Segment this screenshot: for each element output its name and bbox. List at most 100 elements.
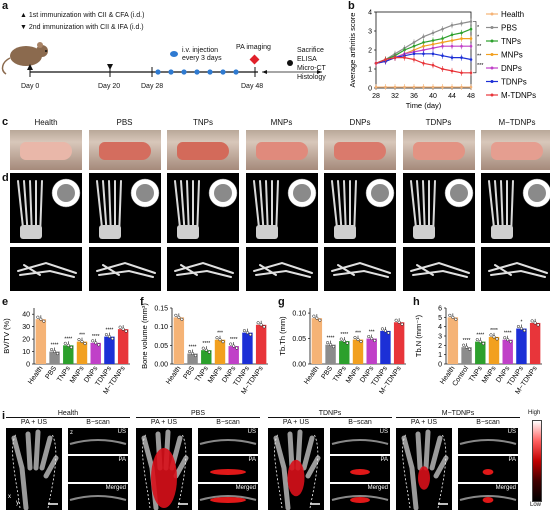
bar [117,329,129,364]
legend-label: M-TDNPs [501,91,536,100]
bone-tarsal [491,225,513,239]
y-tick-label: 2 [368,48,372,55]
bscan-pa-signal [350,469,370,475]
mouse-illustration [1,42,48,75]
y-tick-label: 2 [438,343,442,350]
data-point [422,62,425,65]
significance-bracket [473,21,477,74]
data-dot [77,338,81,342]
panel-label-e: e [2,296,9,308]
data-point [403,56,406,59]
data-point [422,48,425,52]
data-dot [332,345,336,349]
bar [393,322,405,364]
data-point [422,44,425,48]
bscan-pa-signal [482,497,494,503]
data-point [450,85,454,89]
micro-ct-top-view [167,173,239,243]
paw-photo-title: M−TDNPs [498,118,536,127]
pa-signal [418,466,430,490]
data-dot [516,324,520,329]
bone-side [95,261,156,278]
data-point [403,48,406,52]
day-0-label: Day 0 [21,83,40,90]
legend-marker [490,26,494,29]
paw-outline [274,433,319,509]
bar [90,342,101,364]
timeline-diagram [1,42,322,77]
data-point [469,20,473,23]
micro-ct-render [331,178,395,239]
bone-side [409,261,470,278]
data-point [460,44,463,48]
data-point [412,44,416,48]
bscan-row-label: Merged [105,485,126,491]
injection-label: i.v. injection every 3 days [182,47,222,62]
data-dot [397,320,401,324]
bscan-image: US [458,428,518,454]
significance-mark: * [477,25,480,31]
micro-ct-side-render [331,261,391,278]
bscan-image: Merged [458,484,518,510]
data-dot [180,317,184,321]
bscan-pa-signal [210,497,246,503]
bar [201,350,212,364]
data-point [450,24,454,27]
micro-ct-render [17,178,81,239]
axis-y-label: y [16,500,19,506]
x-tick-label: 36 [410,93,418,100]
bscan-render [199,439,257,445]
data-dot [509,340,513,344]
endpoint-list: Sacrifice ELISA Micro-CT Histology [297,47,326,81]
data-point [412,41,416,44]
bscan-image: PA [68,456,128,482]
y-tick-label: 20 [22,337,30,344]
significance-mark: **** [463,338,471,344]
day-20-label: Day 20 [98,83,121,90]
bar [49,351,60,364]
data-point [412,58,416,61]
bar [352,339,364,364]
bscan-image: Merged [330,484,390,510]
x-tick-label: 28 [372,93,380,100]
y-tick-label: 0 [26,362,30,369]
data-point [422,35,425,38]
y-tick-label: 10 [22,349,30,356]
data-dot [468,347,472,351]
y-axis-label: Average arthritis score [348,13,357,88]
bar [104,336,115,364]
data-dot [312,314,316,318]
y-tick-label: 6 [438,306,442,313]
bscan-image: PA [198,456,258,482]
data-dot [36,315,40,319]
data-dot [83,342,87,346]
data-dot [91,339,95,343]
paw-photo [481,130,550,170]
bar [35,319,47,364]
y-tick-label: 0.05 [154,343,168,350]
bscan-row-label: US [507,429,516,435]
data-dot [174,313,178,317]
bone-tarsal [412,225,435,239]
data-dot [475,338,479,342]
paw-photo [324,130,396,170]
bscan-render [69,495,127,501]
data-dot [503,336,507,340]
data-dot [256,321,260,325]
micro-ct-side-render [95,261,156,278]
micro-ct-render [409,178,473,239]
data-dot [53,350,57,354]
paw-photo-title: DNPs [349,118,371,127]
paw-photo [402,130,475,170]
bscan-row-label: US [117,429,126,435]
data-dot [492,335,496,339]
micro-ct-side-view [167,247,239,291]
data-dot [39,317,43,321]
data-dot [339,337,343,341]
bscan-image: US [68,428,128,454]
significance-mark: **** [92,334,100,340]
zoom-inset-bone [292,184,311,202]
axis-x-label: x [8,494,11,500]
